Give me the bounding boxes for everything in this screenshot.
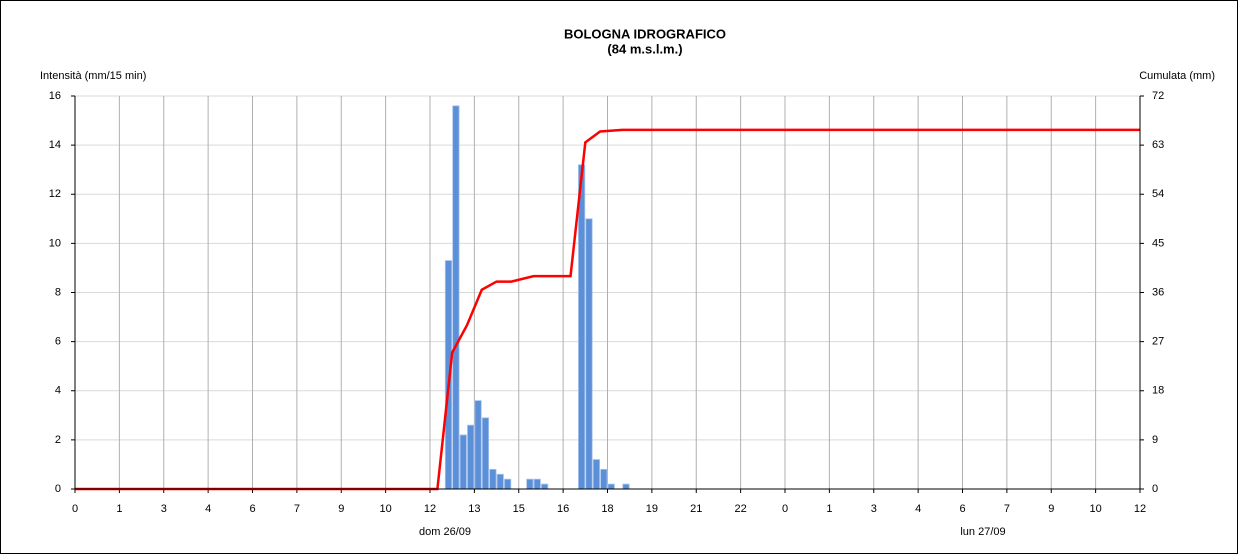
- x-tick-label: 4: [915, 503, 921, 515]
- y-tick-label: 14: [49, 139, 61, 151]
- x-tick-label: 6: [249, 503, 255, 515]
- y2-tick-label: 63: [1152, 139, 1164, 151]
- x-tick-label: 3: [161, 503, 167, 515]
- x-tick-label: 10: [1090, 503, 1102, 515]
- y-axis-label: Intensità (mm/15 min): [40, 70, 146, 82]
- bar: [496, 473, 504, 490]
- y-tick-label: 4: [55, 385, 61, 397]
- bar: [459, 434, 467, 490]
- cumulative-line: [75, 128, 1140, 491]
- y-tick-label: 6: [55, 336, 61, 348]
- y2-axis-label: Cumulata (mm): [1139, 70, 1215, 82]
- x-tick-label: 13: [468, 503, 480, 515]
- x-tick-label: 9: [338, 503, 344, 515]
- bar: [541, 483, 549, 490]
- bar: [526, 478, 534, 490]
- chart-title: BOLOGNA IDROGRAFICO: [564, 26, 726, 41]
- x-tick-label: 12: [424, 503, 436, 515]
- bar: [607, 483, 615, 490]
- y-tick-label: 16: [49, 90, 61, 102]
- x-tick-label: 7: [1004, 503, 1010, 515]
- x-tick-label: 7: [294, 503, 300, 515]
- x-tick-label: 10: [380, 503, 392, 515]
- chart-subtitle: (84 m.s.l.m.): [607, 41, 682, 56]
- bar: [481, 417, 490, 490]
- x-tick-label: 16: [557, 503, 569, 515]
- x-tick-label: 1: [116, 503, 122, 515]
- bar: [452, 105, 460, 490]
- x-tick-label: 19: [646, 503, 658, 515]
- y2-tick-label: 0: [1152, 483, 1158, 495]
- y2-tick-label: 72: [1152, 90, 1164, 102]
- x-tick-label: 21: [690, 503, 702, 515]
- y2-tick-label: 18: [1152, 385, 1164, 397]
- y-tick-label: 2: [55, 434, 61, 446]
- x-tick-label: 4: [205, 503, 211, 515]
- y-tick-label: 8: [55, 286, 61, 298]
- bar: [592, 459, 601, 490]
- y2-tick-label: 27: [1152, 336, 1164, 348]
- x-tick-label: 22: [735, 503, 747, 515]
- x-tick-label: 6: [959, 503, 965, 515]
- bar: [504, 478, 512, 490]
- y2-tick-label: 45: [1152, 237, 1164, 249]
- y2-tick-label: 54: [1152, 188, 1164, 200]
- x-tick-label: 3: [871, 503, 877, 515]
- bar: [578, 164, 586, 490]
- bar: [474, 400, 482, 490]
- x-tick-label: 0: [782, 503, 788, 515]
- x-tick-label: 9: [1048, 503, 1054, 515]
- x-tick-label: 12: [1134, 503, 1146, 515]
- date-label: dom 26/09: [419, 526, 471, 538]
- bar: [585, 218, 593, 490]
- bar: [622, 483, 630, 490]
- bar: [489, 468, 497, 490]
- date-label: lun 27/09: [960, 526, 1005, 538]
- bar: [467, 424, 475, 490]
- bar: [600, 468, 608, 490]
- x-tick-label: 15: [513, 503, 525, 515]
- y-tick-label: 10: [49, 237, 61, 249]
- bar: [533, 478, 541, 490]
- x-tick-label: 1: [826, 503, 832, 515]
- x-tick-label: 18: [601, 503, 613, 515]
- y2-tick-label: 9: [1152, 434, 1158, 446]
- y-tick-label: 0: [55, 483, 61, 495]
- x-tick-label: 0: [72, 503, 78, 515]
- y2-tick-label: 36: [1152, 286, 1164, 298]
- y-tick-label: 12: [49, 188, 61, 200]
